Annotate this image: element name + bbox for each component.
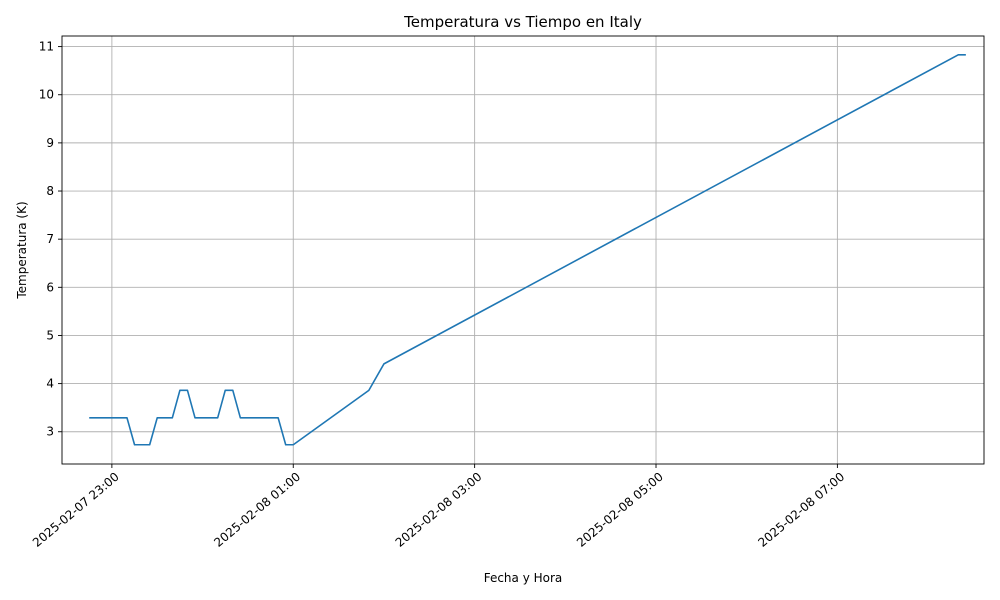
y-tick-label: 10 <box>39 88 54 102</box>
y-tick-label: 8 <box>46 184 54 198</box>
y-tick-label: 11 <box>39 40 54 54</box>
y-tick-label: 6 <box>46 280 54 294</box>
y-tick-label: 5 <box>46 328 54 342</box>
plot-series <box>89 53 966 446</box>
x-axis-label: Fecha y Hora <box>484 571 563 585</box>
y-tick-label: 4 <box>46 377 54 391</box>
temperature-series-line <box>89 53 966 446</box>
grid-lines <box>62 36 984 464</box>
y-axis-label: Temperatura (K) <box>15 201 29 299</box>
y-tick-label: 9 <box>46 136 54 150</box>
chart-title: Temperatura vs Tiempo en Italy <box>403 13 642 31</box>
y-tick-label: 3 <box>46 425 54 439</box>
y-tick-label: 7 <box>46 232 54 246</box>
y-axis: 3 4 5 6 7 8 9 10 11 <box>39 40 62 439</box>
plot-frame <box>61 35 985 465</box>
